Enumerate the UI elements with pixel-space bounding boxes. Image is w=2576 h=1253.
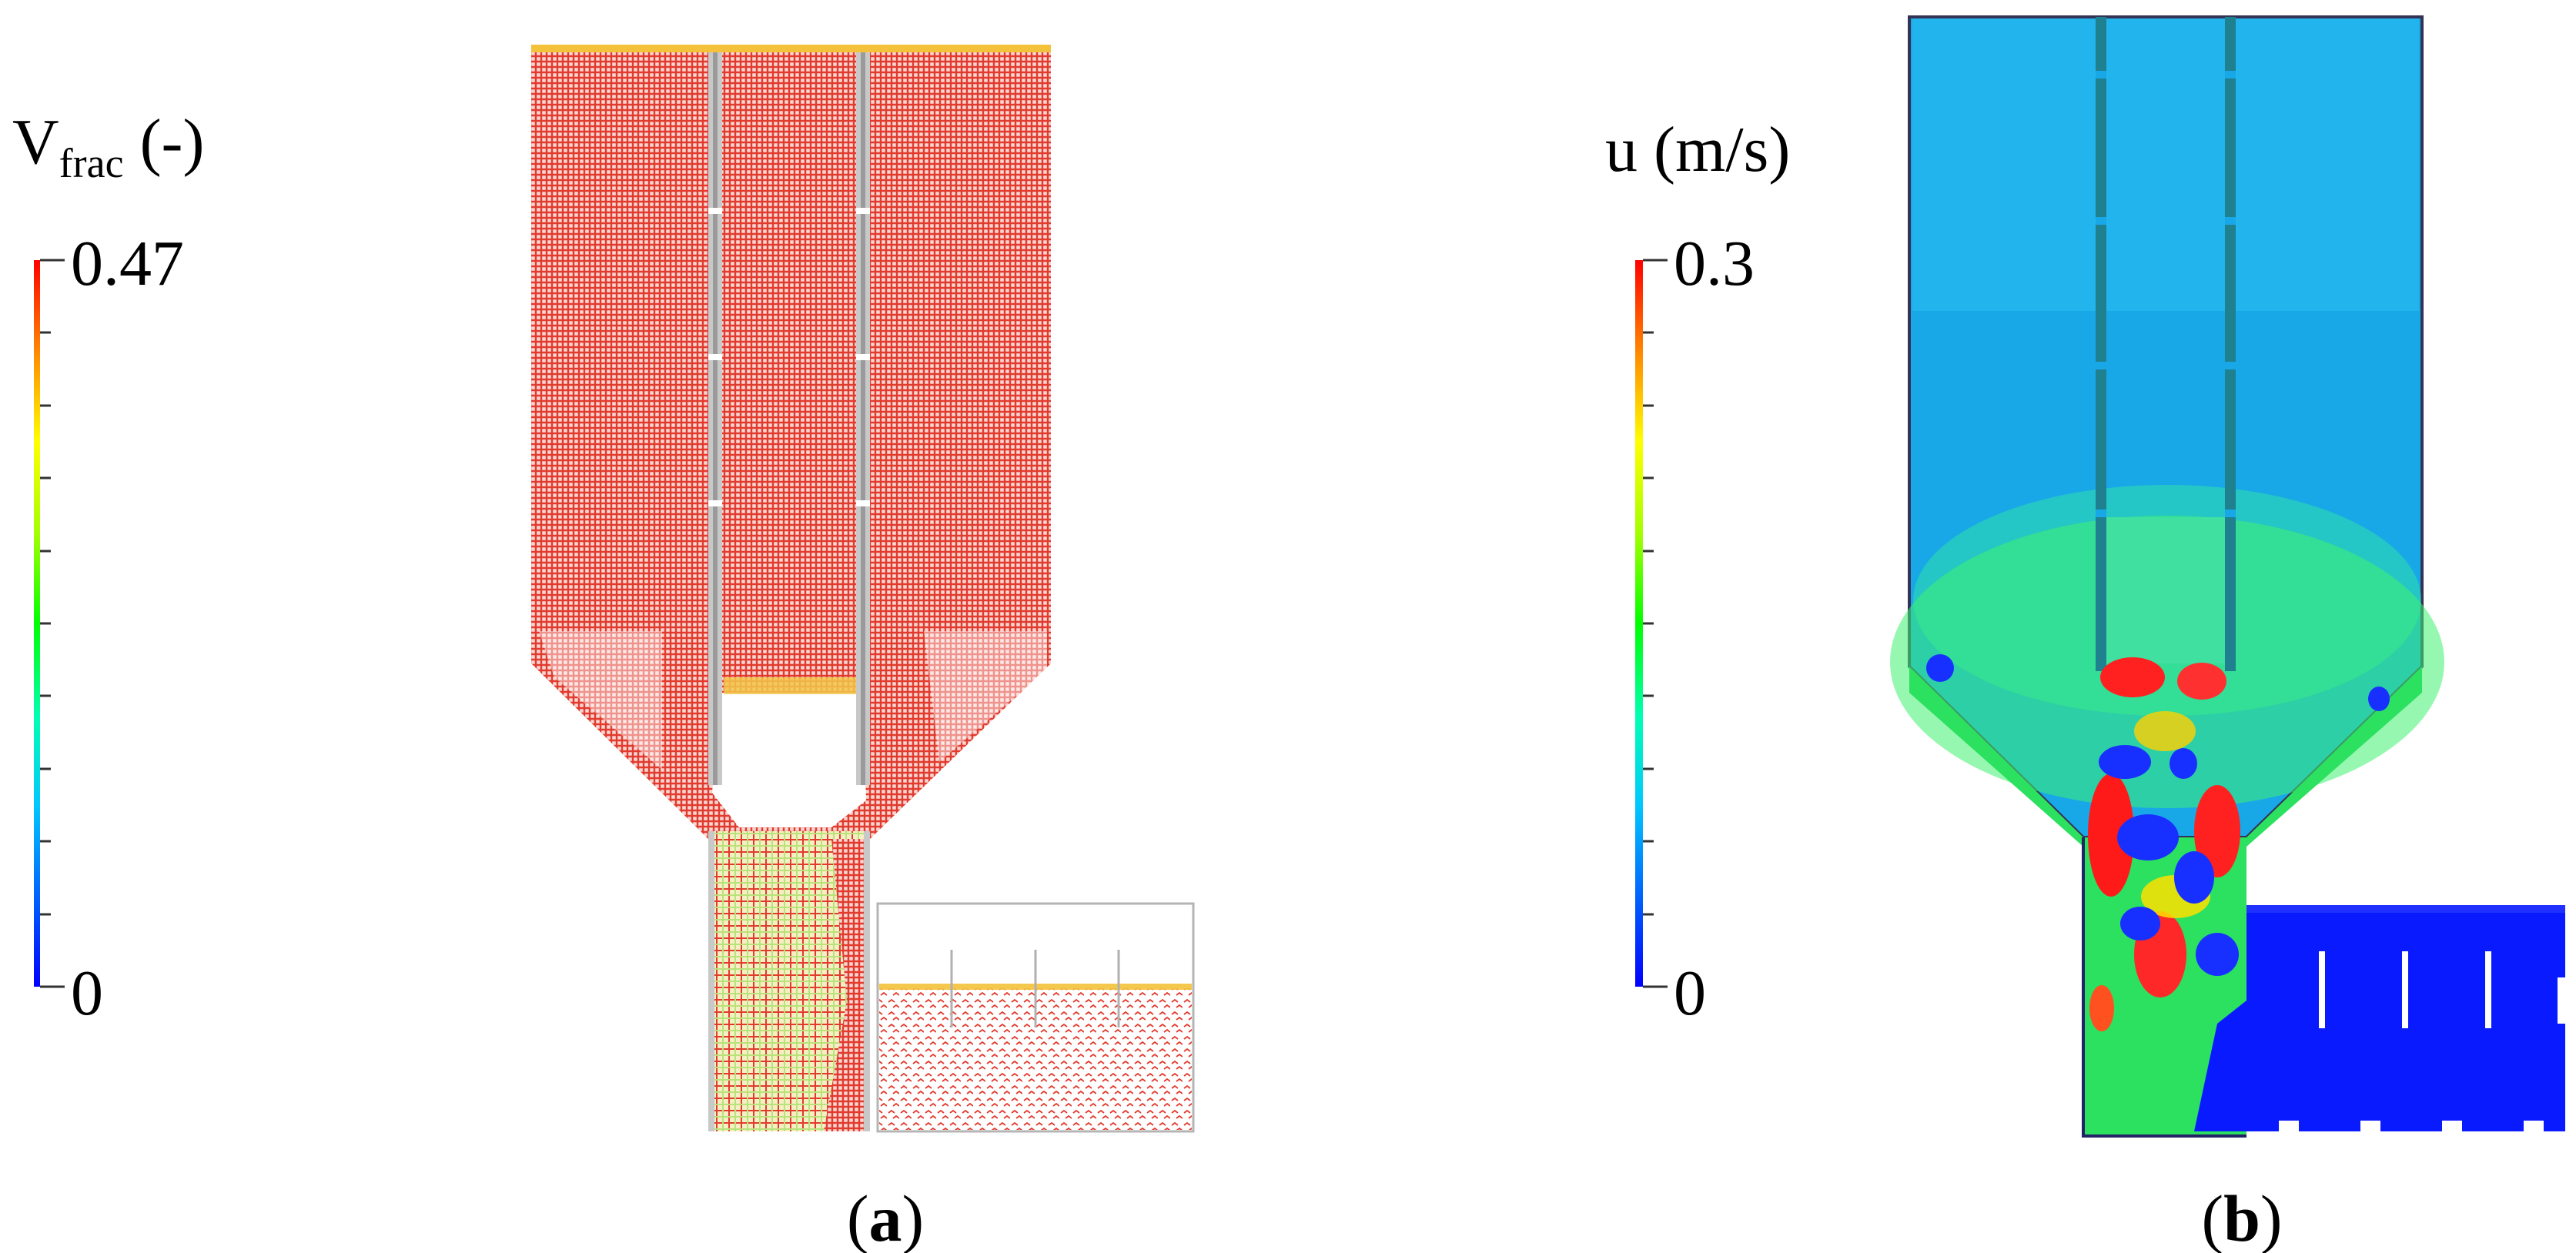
caption-b: (b) <box>2201 1181 2282 1253</box>
inner-walls-b <box>2096 17 2236 671</box>
legend-a-min-label: 0 <box>71 957 103 1029</box>
panel-a: Vfrac (-) 0.47 0 <box>12 45 1195 1253</box>
low-velocity-regions <box>1926 654 2390 976</box>
color-scale-bar-b <box>1635 260 1643 987</box>
silo-particle-field <box>531 45 1195 1133</box>
receiving-tank-b <box>2194 905 2565 1131</box>
silo-body-a <box>531 45 1051 839</box>
legend-a-title: Vfrac (-) <box>12 106 205 186</box>
legend-a-max-label: 0.47 <box>71 228 184 299</box>
legend-b-min-label: 0 <box>1674 957 1706 1029</box>
panel-b: u (m/s) 0.3 0 <box>1605 15 2565 1253</box>
color-scale-ticks-b <box>1643 259 1668 988</box>
legend-b-title: u (m/s) <box>1605 114 1790 185</box>
legend-a-title-unit: (-) <box>124 106 205 178</box>
color-scale-ticks-a <box>40 259 65 988</box>
tank-baffles-a <box>950 950 1120 1027</box>
tank-baffles-b <box>2319 951 2491 1028</box>
legend-b-max-label: 0.3 <box>1674 228 1755 299</box>
receiving-tank-a <box>876 902 1195 1133</box>
legend-a-title-sub: frac <box>59 140 124 186</box>
caption-a: (a) <box>847 1181 924 1253</box>
velocity-contour-field <box>1890 15 2565 1138</box>
legend-a-title-main: V <box>12 106 59 178</box>
void-region <box>712 693 866 827</box>
color-scale-bar-a <box>34 260 40 987</box>
